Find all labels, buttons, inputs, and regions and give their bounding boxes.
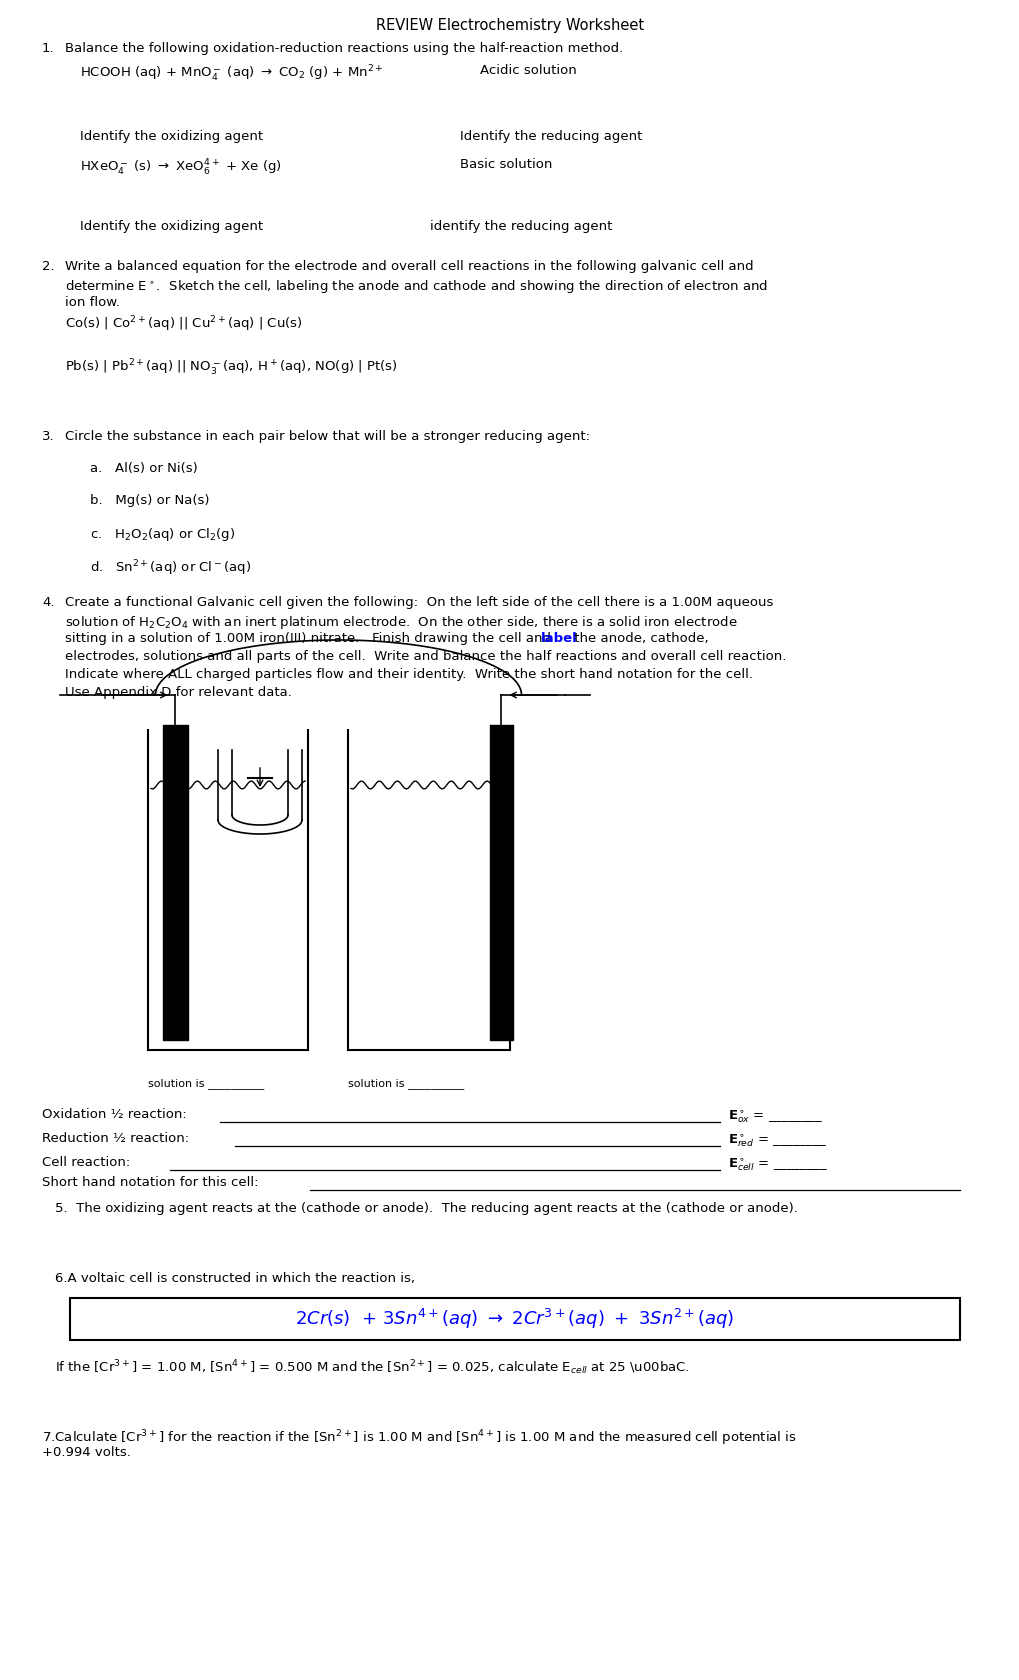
Text: $\mathbf{E}^\circ_{cell}$ = ________: $\mathbf{E}^\circ_{cell}$ = ________ [728,1156,827,1173]
Text: Basic solution: Basic solution [460,158,552,171]
Text: a.   Al(s) or Ni(s): a. Al(s) or Ni(s) [90,462,198,475]
Text: c.   H$_2$O$_2$(aq) or Cl$_2$(g): c. H$_2$O$_2$(aq) or Cl$_2$(g) [90,526,234,543]
Text: sitting in a solution of 1.00M iron(III) nitrate.   Finish drawing the cell and: sitting in a solution of 1.00M iron(III)… [65,632,554,645]
Text: Oxidation ½ reaction:: Oxidation ½ reaction: [42,1109,195,1121]
Text: Cell reaction:: Cell reaction: [42,1156,139,1169]
Text: label: label [540,632,577,645]
Text: Use Appendix D for relevant data.: Use Appendix D for relevant data. [65,685,291,699]
Text: solution is __________: solution is __________ [148,1079,264,1089]
Text: electrodes, solutions and all parts of the cell.  Write and balance the half rea: electrodes, solutions and all parts of t… [65,650,786,664]
Text: Acidic solution: Acidic solution [480,64,576,77]
FancyBboxPatch shape [70,1299,959,1341]
Text: Indicate where ALL charged particles flow and their identity.  Write the short h: Indicate where ALL charged particles flo… [65,669,752,680]
Text: If the [Cr$^{3+}$] = 1.00 M, [Sn$^{4+}$] = 0.500 M and the [Sn$^{2+}$] = 0.025, : If the [Cr$^{3+}$] = 1.00 M, [Sn$^{4+}$]… [55,1357,689,1376]
Text: Identify the reducing agent: Identify the reducing agent [460,129,642,143]
Text: 1.: 1. [42,42,55,55]
Text: Reduction ½ reaction:: Reduction ½ reaction: [42,1132,198,1146]
Text: 5.  The oxidizing agent reacts at the (cathode or anode).  The reducing agent re: 5. The oxidizing agent reacts at the (ca… [55,1201,797,1215]
Text: the anode, cathode,: the anode, cathode, [570,632,708,645]
Text: d.   Sn$^{2+}$(aq) or Cl$^-$(aq): d. Sn$^{2+}$(aq) or Cl$^-$(aq) [90,558,251,578]
Text: identify the reducing agent: identify the reducing agent [430,220,611,234]
Text: HCOOH (aq) + MnO$_4^-$ (aq) $\rightarrow$ CO$_2$ (g) + Mn$^{2+}$: HCOOH (aq) + MnO$_4^-$ (aq) $\rightarrow… [79,64,383,84]
Text: $\mathit{2Cr(s)}$  $\mathit{+\ 3Sn^{4+}(aq)\ \rightarrow\ 2Cr^{3+}(aq)\ +\ 3Sn^{: $\mathit{2Cr(s)}$ $\mathit{+\ 3Sn^{4+}(a… [296,1307,734,1331]
Text: 7.Calculate [Cr$^{3+}$] for the reaction if the [Sn$^{2+}$] is 1.00 M and [Sn$^{: 7.Calculate [Cr$^{3+}$] for the reaction… [42,1428,796,1448]
Text: $\mathbf{E}^\circ_{red}$ = ________: $\mathbf{E}^\circ_{red}$ = ________ [728,1132,826,1149]
Text: ion flow.: ion flow. [65,296,120,309]
Text: 6.A voltaic cell is constructed in which the reaction is,: 6.A voltaic cell is constructed in which… [55,1272,415,1285]
Text: Pb(s) | Pb$^{2+}$(aq) || NO$_3^-$(aq), H$^+$(aq), NO(g) | Pt(s): Pb(s) | Pb$^{2+}$(aq) || NO$_3^-$(aq), H… [65,358,397,378]
Text: 3.: 3. [42,430,55,444]
Text: Short hand notation for this cell:: Short hand notation for this cell: [42,1176,267,1189]
Text: Co(s) | Co$^{2+}$(aq) || Cu$^{2+}$(aq) | Cu(s): Co(s) | Co$^{2+}$(aq) || Cu$^{2+}$(aq) |… [65,314,303,334]
Text: determine E$^\circ$.  Sketch the cell, labeling the anode and cathode and showin: determine E$^\circ$. Sketch the cell, la… [65,277,767,296]
Text: Write a balanced equation for the electrode and overall cell reactions in the fo: Write a balanced equation for the electr… [65,260,753,272]
Text: Balance the following oxidation-reduction reactions using the half-reaction meth: Balance the following oxidation-reductio… [65,42,623,55]
Text: REVIEW Electrochemistry Worksheet: REVIEW Electrochemistry Worksheet [376,18,643,34]
Text: 2.: 2. [42,260,55,272]
Text: Identify the oxidizing agent: Identify the oxidizing agent [79,220,263,234]
Text: Circle the substance in each pair below that will be a stronger reducing agent:: Circle the substance in each pair below … [65,430,589,444]
Text: Create a functional Galvanic cell given the following:  On the left side of the : Create a functional Galvanic cell given … [65,596,772,608]
Text: $\mathbf{E}^\circ_{ox}$ = ________: $\mathbf{E}^\circ_{ox}$ = ________ [728,1109,822,1124]
Text: HXeO$_4^-$ (s) $\rightarrow$ XeO$_6^{4+}$ + Xe (g): HXeO$_4^-$ (s) $\rightarrow$ XeO$_6^{4+}… [79,158,281,178]
Text: b.   Mg(s) or Na(s): b. Mg(s) or Na(s) [90,494,209,507]
Text: solution of H$_2$C$_2$O$_4$ with an inert platinum electrode.  On the other side: solution of H$_2$C$_2$O$_4$ with an iner… [65,613,737,632]
Text: 4.: 4. [42,596,54,608]
Text: solution is __________: solution is __________ [347,1079,464,1089]
Text: +0.994 volts.: +0.994 volts. [42,1446,130,1458]
Text: Identify the oxidizing agent: Identify the oxidizing agent [79,129,263,143]
